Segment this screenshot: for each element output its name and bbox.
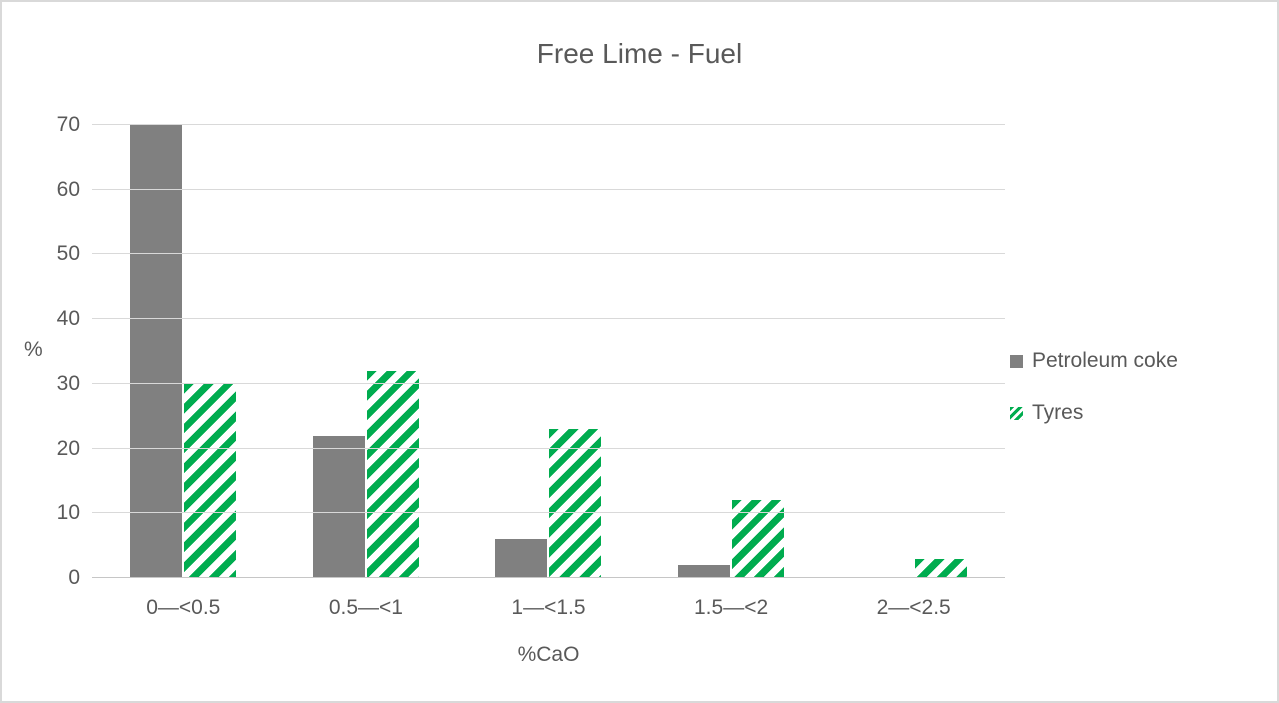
x-tick-label: 1—<1.5 [511, 596, 586, 619]
x-axis-title: %CaO [517, 643, 580, 666]
bar-petroleum-coke [312, 435, 365, 578]
y-tick-label: 30 [56, 371, 80, 395]
legend: Petroleum coke Tyres [1010, 347, 1178, 427]
bar-tyres [914, 558, 967, 578]
bar-petroleum-coke [130, 125, 183, 578]
y-tick-label: 20 [56, 436, 80, 460]
legend-item-tyres: Tyres [1010, 399, 1178, 427]
y-tick-label: 0 [68, 566, 80, 589]
y-tick-label: 70 [56, 113, 80, 136]
gridline [92, 577, 1005, 578]
legend-label-petroleum-coke: Petroleum coke [1032, 349, 1178, 372]
gridline [92, 124, 1005, 125]
legend-label-tyres: Tyres [1032, 401, 1084, 424]
legend-item-petroleum-coke: Petroleum coke [1010, 347, 1178, 375]
petroleum-coke-swatch-icon [1010, 354, 1023, 368]
y-tick-label: 60 [56, 177, 80, 201]
y-tick-label: 10 [56, 501, 80, 525]
bar-petroleum-coke [495, 539, 548, 578]
bar-tyres [184, 383, 237, 578]
bar-tyres [549, 429, 602, 578]
bar-group [640, 125, 823, 578]
x-tick-label: 2—<2.5 [876, 596, 951, 619]
plot-area [92, 124, 1005, 578]
bar-groups [92, 125, 1005, 578]
bar-group [822, 125, 1005, 578]
x-tick-label: 0—<0.5 [146, 596, 221, 619]
bar-group [92, 125, 275, 578]
x-axis-labels: 0—<0.5 0.5—<1 1—<1.5 1.5—<2 2—<2.5 [92, 596, 1005, 620]
bar-group [275, 125, 458, 578]
gridline [92, 382, 1005, 384]
gridline [92, 253, 1005, 255]
chart-title: Free Lime - Fuel [536, 38, 743, 69]
y-tick-label: 50 [56, 242, 80, 266]
bar-petroleum-coke [678, 565, 731, 578]
bar-tyres [366, 370, 419, 578]
gridline [92, 318, 1005, 320]
tyres-swatch-icon [1010, 406, 1023, 420]
x-tick-label: 1.5—<2 [694, 596, 769, 619]
gridline [92, 188, 1005, 190]
gridline [92, 512, 1005, 514]
bar-group [457, 125, 640, 578]
y-axis-ticks: 0 10 20 30 40 50 60 70 [22, 113, 80, 589]
x-tick-label: 0.5—<1 [328, 596, 403, 619]
gridline [92, 447, 1005, 449]
y-axis-title: % [24, 338, 43, 361]
y-tick-label: 40 [56, 307, 80, 331]
